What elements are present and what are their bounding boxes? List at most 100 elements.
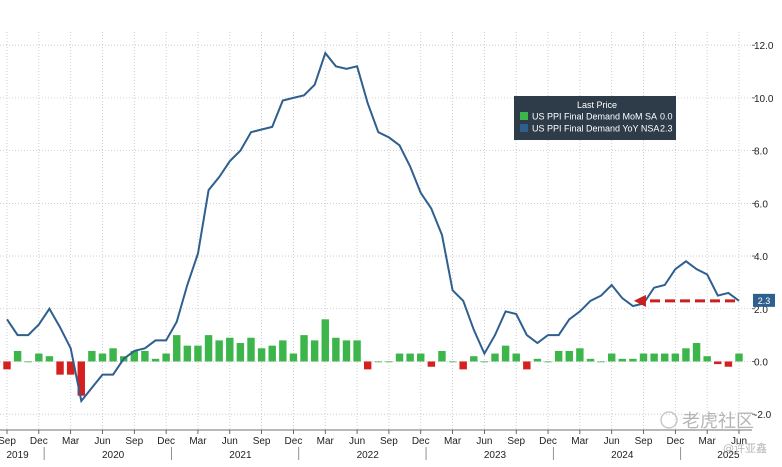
x-year-label-2: 2021 [229, 450, 252, 461]
bar-2022-04 [332, 337, 340, 362]
bar-2022-05 [342, 340, 351, 362]
x-tick-label-9: Dec [285, 436, 303, 447]
bar-2024-12 [671, 353, 680, 362]
y-tick-label-1: 0.0 [754, 357, 768, 368]
y-tick-label-5: 8.0 [754, 147, 768, 158]
bar-2024-01 [554, 350, 563, 362]
x-year-label-4: 2023 [484, 450, 507, 461]
legend-title: Last Price [577, 100, 617, 110]
x-tick-label-18: Mar [571, 436, 589, 447]
bar-2023-04 [459, 361, 467, 370]
bar-2021-01 [173, 335, 181, 362]
last-value-badge-text: 2.3 [758, 296, 771, 306]
bar-2021-11 [279, 340, 287, 362]
bar-2025-05 [724, 361, 733, 367]
bar-2023-03 [448, 361, 457, 363]
bar-2022-10 [395, 353, 404, 362]
x-year-label-6: 2025 [717, 450, 740, 461]
bar-2021-07 [236, 343, 245, 362]
bar-2021-08 [247, 337, 255, 362]
x-tick-label-17: Dec [539, 436, 557, 447]
bar-2025-01 [682, 348, 690, 362]
bar-2019-12 [35, 353, 43, 362]
bar-2020-06 [98, 353, 107, 362]
x-tick-label-10: Mar [317, 436, 335, 447]
y-tick-label-0: -2.0 [754, 410, 772, 421]
y-tick-label-7: 12.0 [754, 41, 774, 52]
bar-2020-02 [56, 361, 64, 375]
bar-2021-02 [183, 345, 192, 362]
x-tick-label-8: Sep [253, 436, 271, 447]
bar-2020-01 [45, 356, 54, 362]
bar-2025-02 [692, 343, 701, 362]
x-tick-label-21: Dec [666, 436, 684, 447]
bar-2021-03 [194, 345, 202, 362]
bar-2022-09 [385, 361, 393, 363]
x-tick-label-13: Dec [412, 436, 430, 447]
trend-arrow [633, 294, 735, 307]
legend-last-yoy: 2.3 [660, 124, 673, 134]
bar-2024-02 [565, 350, 573, 362]
x-axis: Sep Dec Mar Jun Sep Dec Mar Jun Sep Dec Mar Jun Sep D… [0, 429, 752, 461]
bar-2020-09 [130, 350, 139, 362]
x-tick-label-23: Jun [731, 436, 747, 447]
bar-2020-03 [66, 361, 75, 375]
x-year-label-0: 2019 [6, 450, 29, 461]
yoy-line [6, 51, 740, 404]
legend-label-yoy: US PPI Final Demand YoY NSA [532, 124, 659, 134]
bar-2020-05 [88, 350, 96, 362]
y-tick-label-4: 6.0 [754, 199, 768, 210]
mom-bars [3, 319, 743, 396]
watermark-handle: @许亚鑫 [723, 441, 767, 455]
y-tick-label-3: 4.0 [754, 252, 768, 263]
bar-2024-04 [586, 358, 595, 362]
legend-swatch-yoy [520, 124, 528, 132]
bar-2021-06 [226, 337, 234, 362]
x-tick-label-5: Dec [157, 436, 175, 447]
bar-2020-12 [162, 353, 170, 362]
bar-2019-10 [13, 350, 22, 362]
bar-2022-08 [374, 361, 383, 363]
bar-2022-02 [310, 340, 319, 362]
last-value-badge: 2.3 [753, 293, 775, 307]
y-tick-label-2: 2.0 [754, 305, 768, 316]
x-tick-label-19: Jun [604, 436, 620, 447]
bar-2020-11 [151, 358, 160, 362]
bar-2020-07 [109, 348, 117, 362]
bar-2021-09 [257, 348, 266, 362]
x-tick-label-0: Sep [0, 436, 16, 447]
bar-2025-06 [735, 353, 743, 362]
bar-2021-05 [215, 340, 223, 362]
bar-2023-01 [427, 361, 436, 367]
bar-2024-10 [650, 353, 658, 362]
bar-2024-09 [639, 353, 648, 362]
bar-2021-10 [268, 345, 276, 362]
x-tick-label-22: Mar [699, 436, 717, 447]
watermark: 老虎社区 @许亚鑫 [660, 411, 767, 455]
bar-2023-05 [470, 356, 478, 362]
x-tick-label-2: Mar [62, 436, 80, 447]
watermark-logo-icon [660, 411, 678, 429]
x-tick-label-16: Sep [507, 436, 525, 447]
legend-background [514, 96, 676, 140]
x-tick-label-20: Sep [635, 436, 653, 447]
bar-2025-04 [714, 361, 722, 365]
bar-2019-11 [24, 361, 32, 363]
x-year-label-1: 2020 [102, 450, 125, 461]
bar-2023-10 [523, 361, 531, 370]
bar-2024-03 [576, 348, 584, 362]
bar-2023-06 [480, 361, 489, 363]
bar-2023-02 [438, 350, 446, 362]
y-tick-label-6: 10.0 [754, 94, 774, 105]
x-tick-label-7: Jun [222, 436, 238, 447]
bar-2022-03 [321, 319, 329, 362]
x-tick-label-15: Jun [476, 436, 492, 447]
bar-2023-11 [533, 358, 542, 362]
bar-2022-07 [363, 361, 372, 370]
bar-2020-04 [77, 361, 85, 396]
y-axis: -2.0 0.0 2.0 4.0 6.0 8.0 10.0 12.0 [752, 41, 774, 421]
last-value-badge-bg [753, 293, 775, 307]
trend-arrow-head [633, 294, 646, 307]
bar-2022-01 [300, 335, 308, 362]
bar-2019-09 [3, 361, 11, 370]
